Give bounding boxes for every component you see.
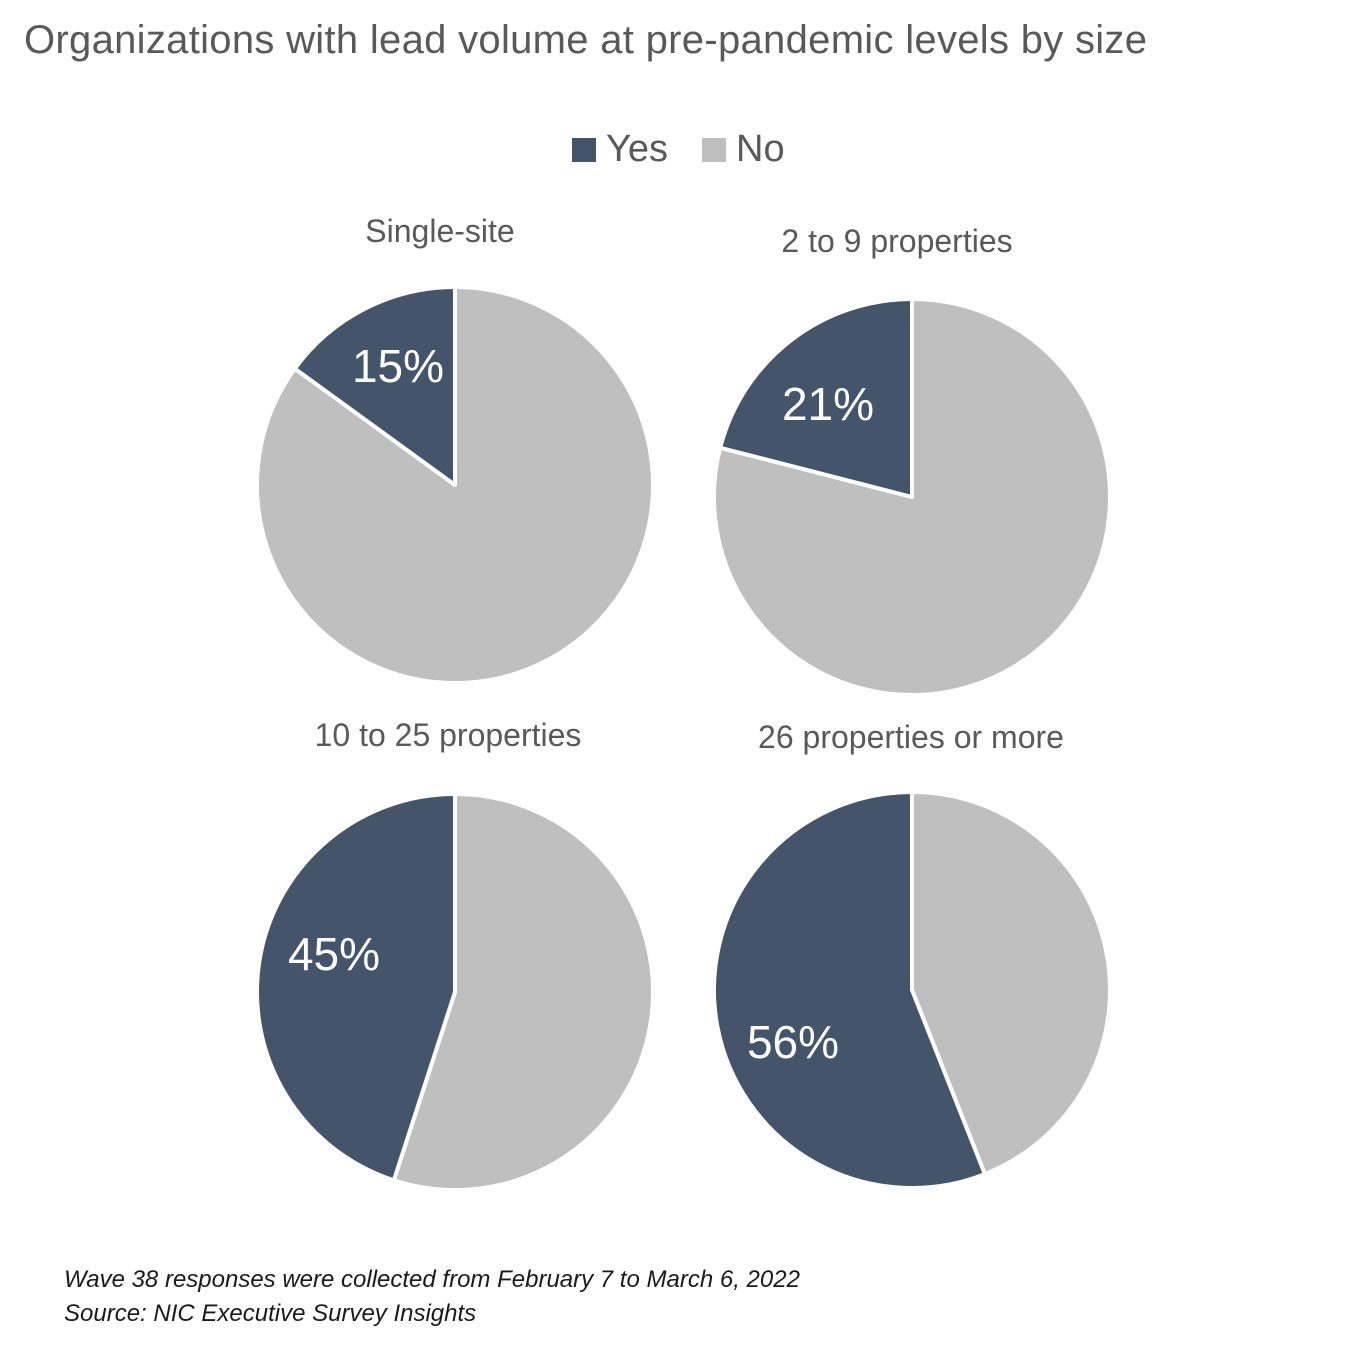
pie-title: 26 properties or more (758, 719, 1064, 755)
pie-title: 2 to 9 properties (781, 223, 1012, 259)
pie-26-properties-or-more: 26 properties or more 56% (712, 719, 1112, 1190)
pie-2-to-9-properties: 2 to 9 properties 21% (712, 223, 1112, 697)
legend-item-yes: Yes (572, 128, 668, 171)
pie-slice-yes (292, 285, 457, 487)
data-label-yes: 56% (747, 1016, 839, 1068)
pie-slice-no (391, 792, 655, 1192)
pie-slice-yes (255, 792, 457, 1183)
footnote-source: Source: NIC Executive Survey Insights (64, 1300, 477, 1327)
pie-slice-no (910, 790, 1112, 1177)
legend-swatch-yes (572, 137, 596, 162)
pie-title: Single-site (365, 213, 514, 249)
data-label-yes: 21% (782, 378, 874, 430)
pie-slice-yes (712, 790, 987, 1190)
legend-item-no: No (702, 128, 785, 171)
legend-swatch-no (702, 137, 726, 162)
chart-title: Organizations with lead volume at pre-pa… (24, 18, 1148, 62)
data-label-yes: 15% (352, 340, 444, 392)
pie-title: 10 to 25 properties (315, 717, 582, 753)
data-label-yes: 45% (288, 928, 380, 980)
pie-slice-yes (718, 297, 914, 499)
legend-label-yes: Yes (606, 128, 668, 170)
pie-10-to-25-properties: 10 to 25 properties 45% (255, 717, 655, 1192)
pie-single-site: Single-site 15% (255, 213, 655, 685)
legend: Yes No (572, 128, 819, 171)
legend-label-no: No (736, 128, 785, 170)
footnote-wave: Wave 38 responses were collected from Fe… (64, 1266, 800, 1293)
